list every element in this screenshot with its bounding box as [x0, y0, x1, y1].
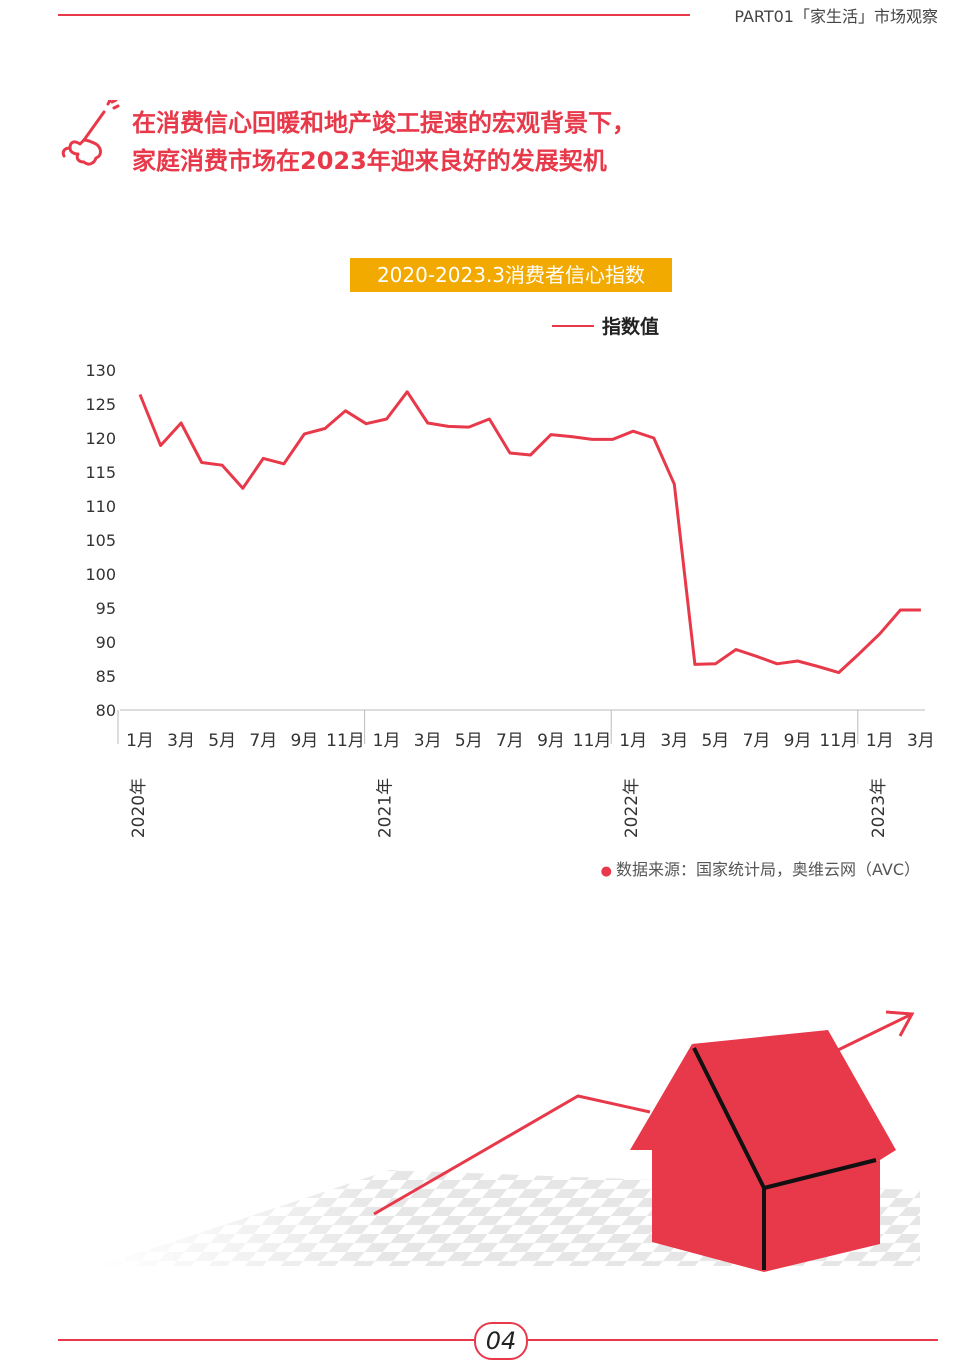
x-tick-label: 1月	[126, 731, 154, 751]
y-tick-label: 110	[85, 497, 116, 516]
headline-line-1: 在消费信心回暖和地产竣工提速的宏观背景下，	[132, 109, 636, 137]
headline-line-2: 家庭消费市场在2023年迎来良好的发展契机	[132, 147, 607, 175]
section-label: PART01「家生活」市场观察	[734, 7, 938, 26]
x-tick-label: 5月	[208, 731, 236, 751]
y-tick-label: 85	[96, 667, 116, 686]
page-number: 04	[474, 1322, 528, 1360]
y-tick-label: 90	[96, 633, 116, 652]
legend-swatch	[552, 324, 594, 327]
chart-title: 2020-2023.3消费者信心指数	[350, 258, 672, 292]
headline: 在消费信心回暖和地产竣工提速的宏观背景下， 家庭消费市场在2023年迎来良好的发…	[132, 104, 636, 180]
bottom-rule-left	[58, 1339, 474, 1341]
y-tick-label: 80	[96, 701, 116, 720]
source-text: 数据来源：国家统计局，奥维云网（AVC）	[615, 860, 920, 879]
hand-pointer-icon	[61, 100, 120, 166]
x-tick-label: 7月	[743, 731, 771, 751]
year-label: 2021年	[376, 778, 396, 838]
line-chart: 130 125 120 115 110 105 100 95 90 85 80 1月 3月 5月 7月 9月 1…	[85, 361, 935, 838]
x-tick-label: 3月	[660, 731, 688, 751]
y-tick-label: 120	[85, 429, 116, 448]
y-tick-label: 125	[85, 395, 116, 414]
legend-label: 指数值	[602, 316, 660, 338]
x-tick-label: 11月	[819, 731, 858, 751]
x-tick-label: 11月	[573, 731, 612, 751]
x-tick-label: 1月	[619, 731, 647, 751]
y-tick-label: 100	[85, 565, 116, 584]
year-label: 2023年	[869, 778, 889, 838]
year-label: 2020年	[129, 778, 149, 838]
x-tick-label: 1月	[866, 731, 894, 751]
x-tick-label: 7月	[249, 731, 277, 751]
x-tick-label: 1月	[373, 731, 401, 751]
top-rule	[58, 14, 690, 16]
series-line	[138, 390, 921, 675]
x-tick-label: 9月	[784, 731, 812, 751]
x-tick-label: 5月	[455, 731, 483, 751]
x-tick-label: 3月	[167, 731, 195, 751]
x-tick-label: 7月	[496, 731, 524, 751]
chart-legend: 指数值	[552, 312, 659, 339]
y-tick-label: 95	[96, 599, 116, 618]
data-source: ● 数据来源：国家统计局，奥维云网（AVC）	[601, 856, 920, 880]
x-tick-label: 5月	[701, 731, 729, 751]
bottom-rule-right	[528, 1339, 938, 1341]
house-illustration	[100, 1010, 920, 1272]
x-tick-label: 9月	[290, 731, 318, 751]
y-tick-label: 115	[85, 463, 116, 482]
y-tick-label: 105	[85, 531, 116, 550]
x-tick-label: 9月	[537, 731, 565, 751]
source-bullet-icon: ●	[600, 864, 612, 879]
year-label: 2022年	[622, 778, 642, 838]
y-tick-label: 130	[85, 361, 116, 380]
x-tick-label: 3月	[907, 731, 935, 751]
x-tick-label: 3月	[414, 731, 442, 751]
x-tick-label: 11月	[326, 731, 365, 751]
